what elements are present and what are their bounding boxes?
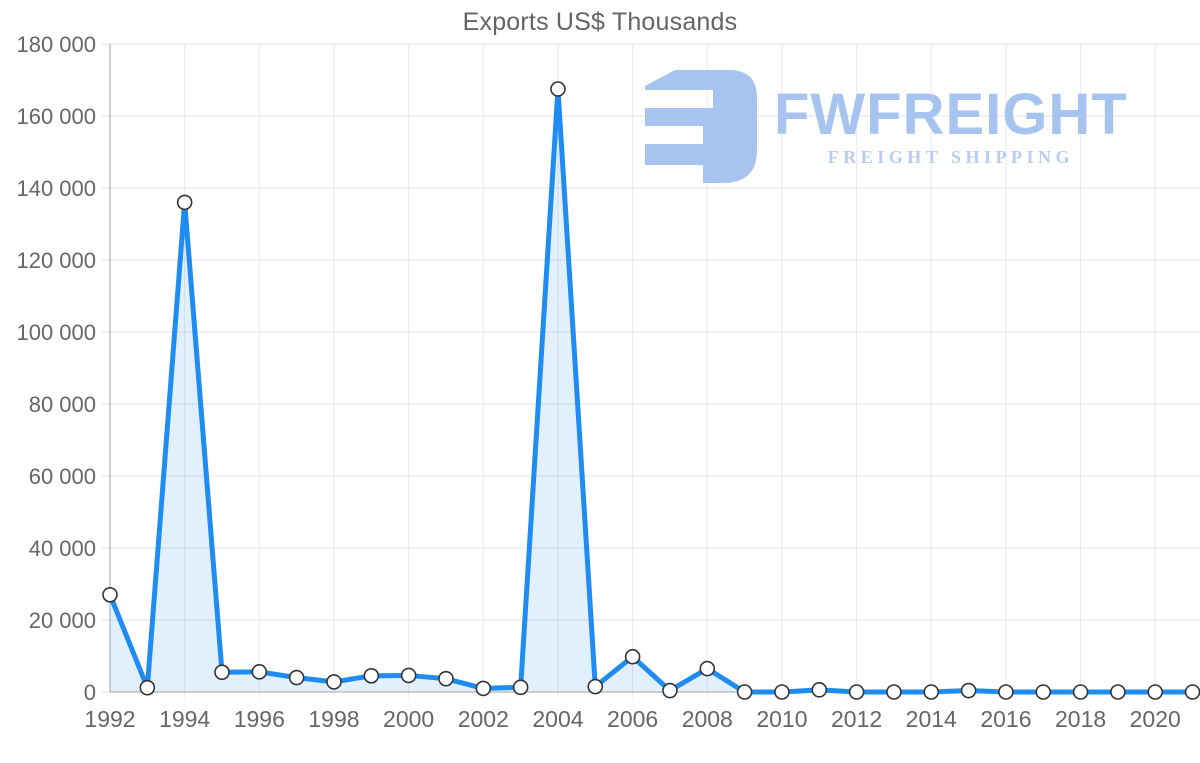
- y-axis-label: 0: [84, 680, 96, 705]
- data-point-1993[interactable]: [139, 679, 156, 696]
- data-point-2014[interactable]: [923, 684, 940, 700]
- x-axis-label: 2014: [906, 706, 957, 732]
- y-axis-label: 140 000: [16, 176, 96, 201]
- data-point-2006[interactable]: [624, 648, 641, 665]
- data-point-2000[interactable]: [400, 667, 417, 684]
- data-point-2001[interactable]: [438, 670, 454, 687]
- data-point-2015[interactable]: [960, 682, 977, 699]
- data-point-2003[interactable]: [512, 679, 529, 696]
- data-point-1992[interactable]: [102, 586, 118, 603]
- y-axis-label: 120 000: [16, 248, 96, 273]
- data-point-1998[interactable]: [326, 674, 342, 690]
- x-axis-label: 1996: [234, 706, 285, 732]
- data-point-1997[interactable]: [288, 669, 305, 686]
- data-point-2002[interactable]: [475, 680, 492, 697]
- data-point-2005[interactable]: [587, 678, 604, 695]
- x-axis-label: 2002: [458, 706, 509, 732]
- data-point-2019[interactable]: [1110, 684, 1126, 700]
- x-axis-label: 2006: [607, 706, 658, 732]
- data-point-2013[interactable]: [886, 684, 902, 700]
- data-point-2018[interactable]: [1072, 684, 1089, 700]
- data-point-1999[interactable]: [363, 667, 380, 684]
- x-axis-label: 1998: [308, 706, 359, 732]
- data-point-2008[interactable]: [699, 660, 716, 677]
- x-axis-label: 1992: [84, 706, 135, 732]
- data-point-2020[interactable]: [1147, 684, 1164, 700]
- x-axis-label: 2020: [1130, 706, 1181, 732]
- data-point-2021[interactable]: [1184, 684, 1200, 700]
- y-axis-label: 20 000: [29, 608, 96, 633]
- x-axis-label: 2016: [980, 706, 1031, 732]
- series-line: [107, 86, 1196, 695]
- data-point-1996[interactable]: [251, 664, 268, 680]
- x-axis-label: 2010: [756, 706, 807, 732]
- x-axis-label: 1994: [159, 706, 210, 732]
- data-point-2017[interactable]: [1035, 684, 1052, 700]
- x-axis-label: 2004: [532, 706, 583, 732]
- y-axis-label: 180 000: [16, 32, 96, 57]
- data-point-2010[interactable]: [774, 684, 790, 700]
- x-axis-label: 2008: [682, 706, 733, 732]
- y-axis-label: 80 000: [29, 392, 96, 417]
- y-axis-label: 40 000: [29, 536, 96, 561]
- series-area: [110, 89, 1193, 692]
- data-point-1995[interactable]: [214, 664, 230, 681]
- data-point-2007[interactable]: [662, 682, 678, 699]
- data-point-2004[interactable]: [550, 81, 566, 97]
- x-axis-label: 2012: [831, 706, 882, 732]
- data-point-2016[interactable]: [998, 684, 1014, 700]
- data-point-2011[interactable]: [811, 682, 828, 698]
- x-axis-label: 2000: [383, 706, 434, 732]
- y-axis-label: 160 000: [16, 104, 96, 129]
- x-axis-label: 2018: [1055, 706, 1106, 732]
- chart-title: Exports US$ Thousands: [462, 8, 738, 36]
- data-point-2009[interactable]: [736, 684, 753, 700]
- data-point-1994[interactable]: [176, 194, 193, 211]
- data-point-2012[interactable]: [848, 684, 865, 700]
- y-axis-label: 100 000: [16, 320, 96, 345]
- y-axis-label: 60 000: [29, 464, 96, 489]
